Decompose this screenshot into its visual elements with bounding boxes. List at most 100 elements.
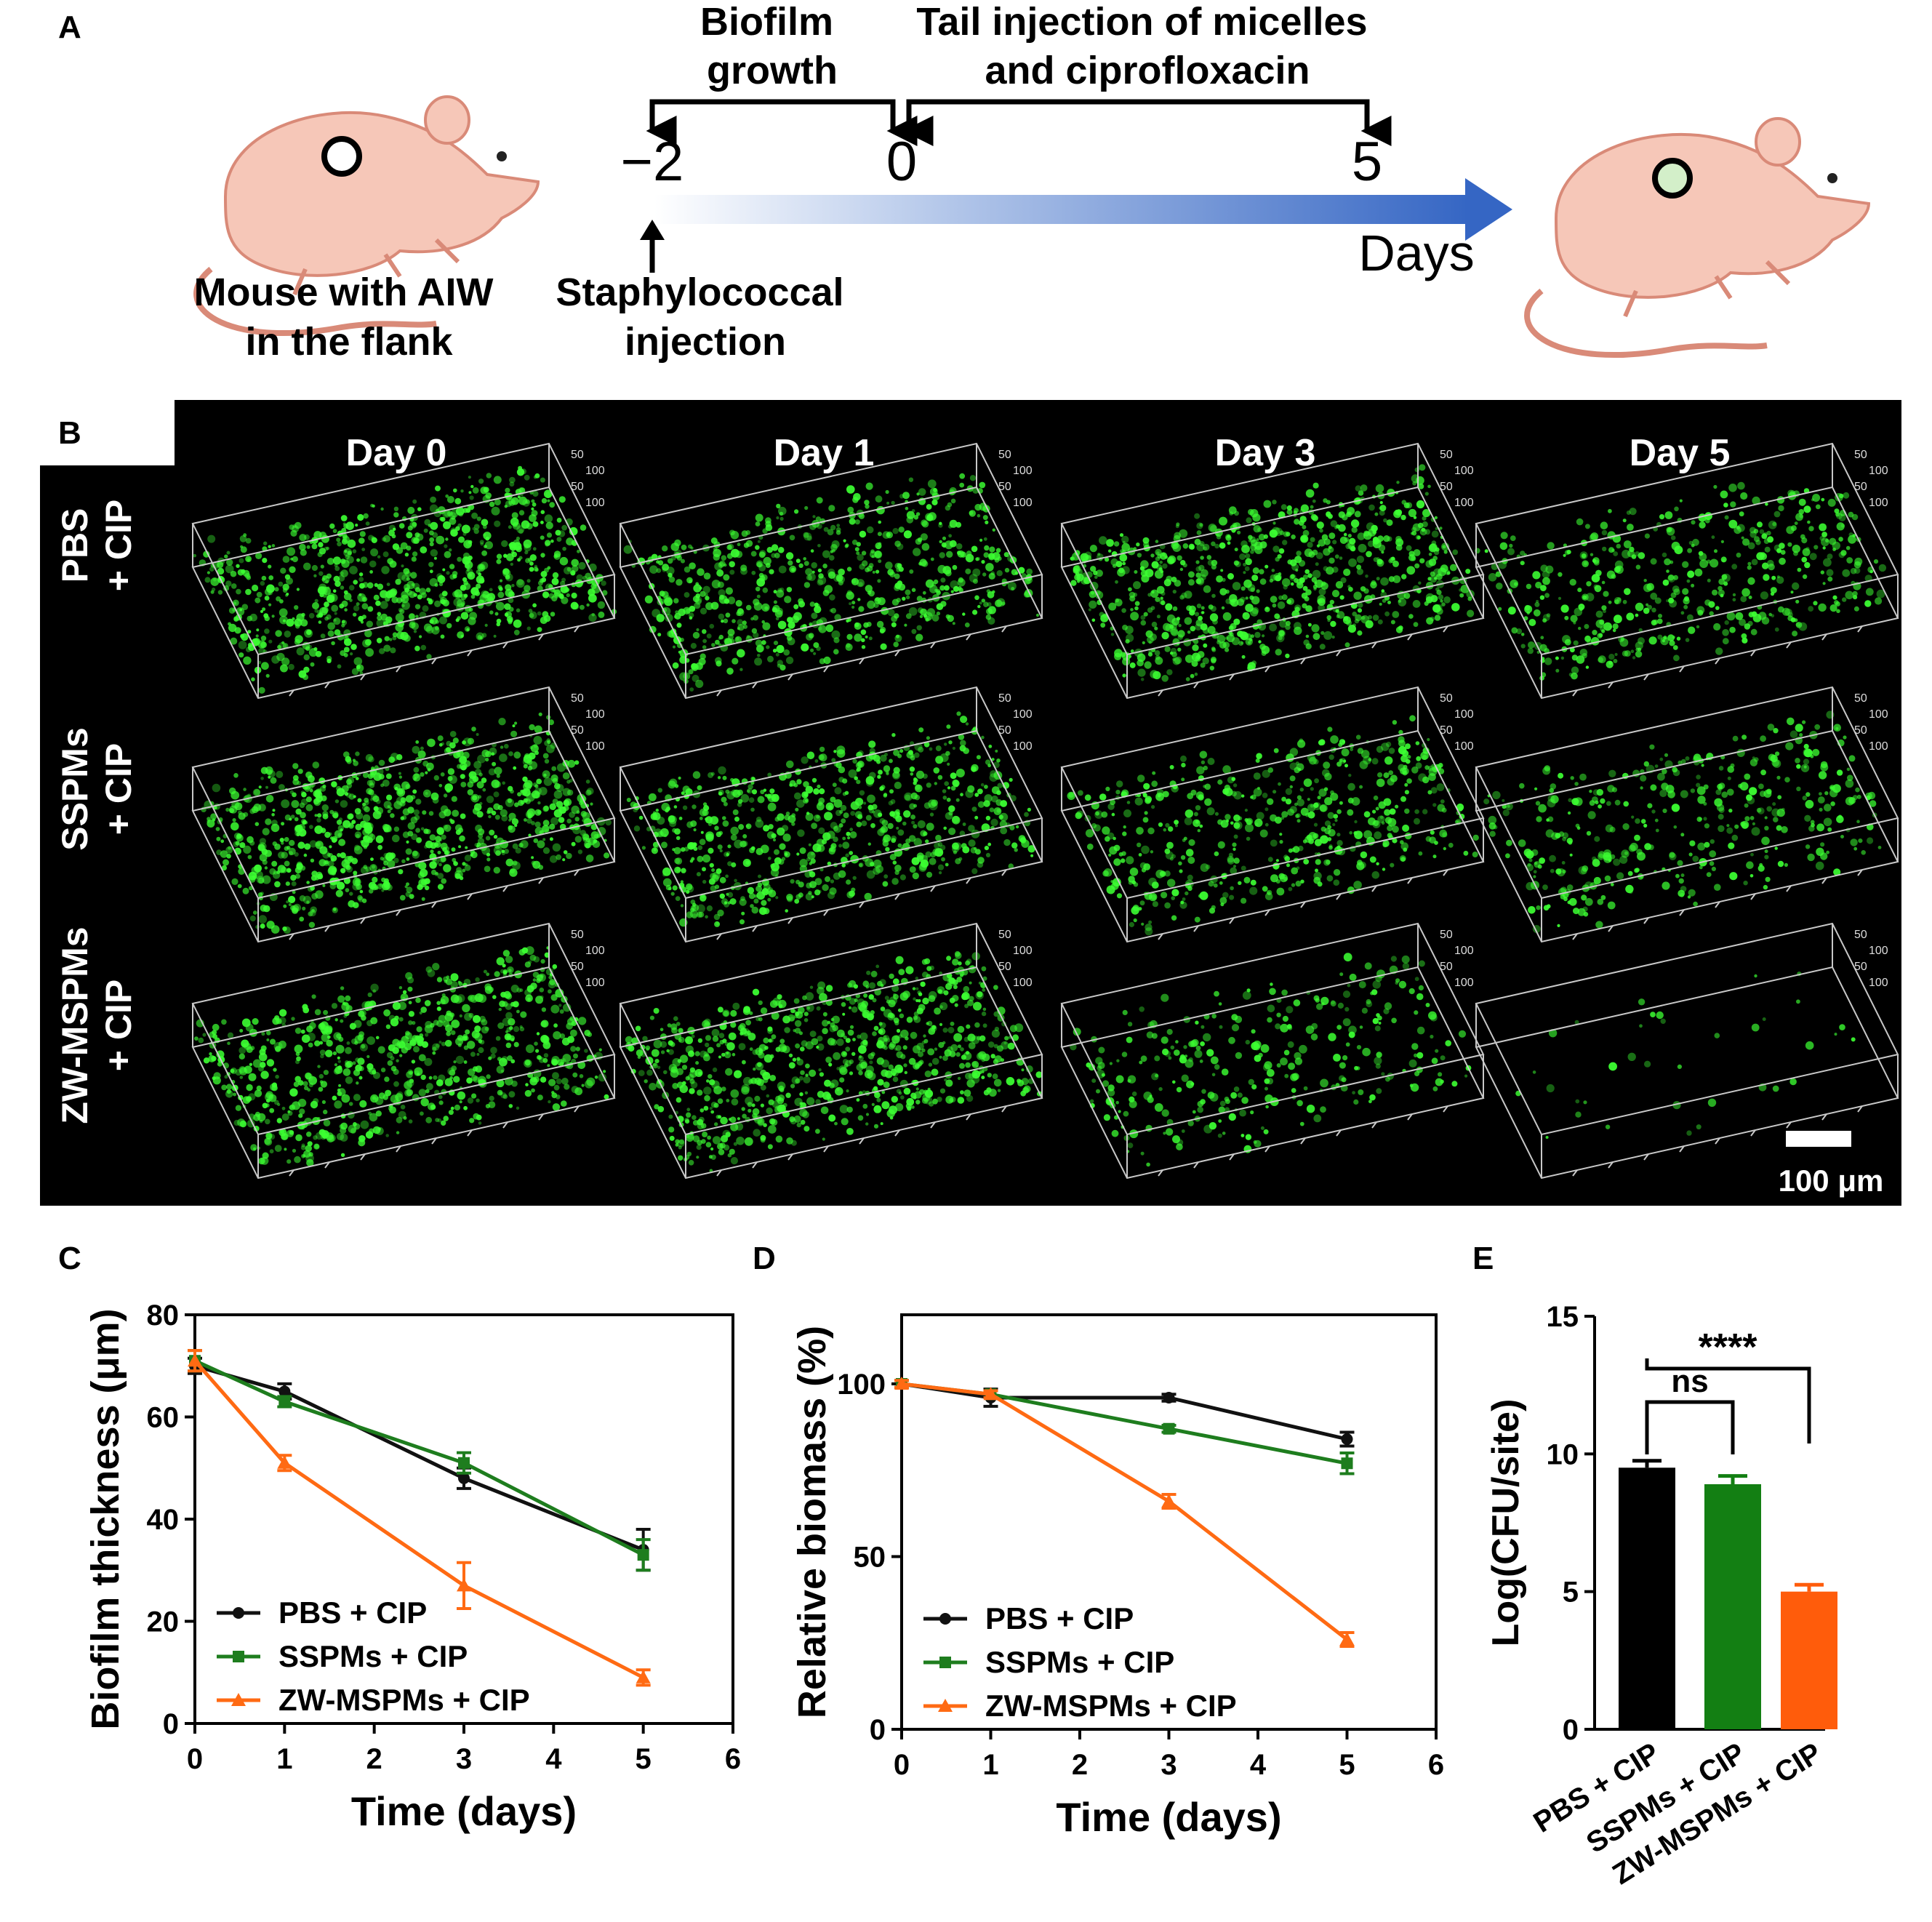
bacteria-dot [1573, 621, 1576, 624]
bacteria-dot [1270, 814, 1277, 822]
bacteria-dot [1207, 555, 1212, 560]
timeline-tick-0: 0 [886, 131, 917, 193]
bacteria-dot [304, 654, 310, 660]
bacteria-dot [1415, 468, 1420, 473]
bacteria-dot [1602, 530, 1608, 536]
bacteria-dot [1259, 534, 1265, 540]
bacteria-dot [1384, 612, 1390, 617]
bacteria-dot [472, 796, 477, 801]
bacteria-dot [266, 795, 274, 803]
bacteria-dot [830, 550, 833, 553]
bacteria-dot [374, 583, 378, 587]
bacteria-dot [1161, 675, 1169, 682]
bacteria-dot [944, 585, 950, 591]
bacteria-dot [952, 816, 961, 825]
bacteria-dot [441, 742, 445, 746]
bacteria-dot [257, 592, 262, 598]
bacteria-dot [294, 852, 299, 857]
bacteria-dot [857, 542, 861, 546]
bacteria-dot [1182, 897, 1186, 901]
bacteria-dot [1279, 833, 1282, 836]
bacteria-dot [580, 605, 585, 610]
bacteria-dot [921, 519, 927, 526]
bacteria-dot [838, 844, 842, 848]
bacteria-dot [904, 624, 907, 627]
bacteria-dot [877, 621, 883, 628]
bacteria-dot [986, 614, 992, 620]
bacteria-dot [854, 622, 862, 630]
bacteria-dot [345, 521, 354, 530]
bacteria-dot [926, 616, 931, 621]
bacteria-dot [1240, 641, 1243, 644]
bacteria-dot [1145, 811, 1148, 814]
bacteria-dot [463, 737, 472, 746]
bacteria-dot [268, 604, 271, 606]
bacteria-dot [1607, 571, 1615, 579]
bacteria-dot [218, 590, 223, 594]
bacteria-dot [1730, 501, 1736, 507]
bacteria-dot [1248, 584, 1256, 592]
bacteria-dot [1115, 790, 1120, 794]
bacteria-dot [1813, 545, 1818, 549]
bacteria-dot [358, 577, 364, 582]
bacteria-dot [1220, 569, 1223, 572]
bacteria-dot [353, 613, 356, 617]
bacteria-dot [1707, 579, 1711, 582]
bacteria-dot [1616, 544, 1622, 549]
bacteria-dot [1221, 820, 1229, 828]
bacteria-dot [434, 841, 441, 848]
bacteria-dot [1561, 604, 1569, 612]
bacteria-dot [836, 527, 841, 532]
bacteria-dot [362, 603, 369, 609]
bacteria-dot [512, 552, 518, 558]
bacteria-dot [262, 860, 268, 865]
bacteria-dot [950, 772, 957, 779]
bacteria-dot [935, 756, 943, 764]
bacteria-dot [403, 831, 409, 838]
bacteria-dot [756, 644, 764, 652]
bacteria-dot [1195, 820, 1199, 824]
bacteria-dot [1744, 623, 1751, 630]
bacteria-dot [998, 556, 1002, 561]
bacteria-dot [830, 879, 834, 883]
bacteria-dot [714, 826, 718, 830]
bacteria-dot [926, 504, 932, 510]
bacteria-dot [324, 617, 329, 621]
bacteria-dot [324, 601, 329, 607]
bacteria-dot [897, 543, 903, 550]
bacteria-dot [431, 599, 434, 602]
bacteria-dot [1094, 575, 1098, 579]
bacteria-dot [1447, 572, 1451, 575]
bacteria-dot [1185, 617, 1193, 625]
bacteria-dot [362, 804, 368, 810]
bacteria-dot [598, 601, 605, 609]
bacteria-dot [878, 812, 882, 817]
bacteria-dot [962, 612, 965, 615]
bacteria-dot [1252, 513, 1260, 521]
bacteria-dot [1155, 540, 1159, 543]
bacteria-dot [725, 875, 729, 878]
bacteria-dot [705, 596, 709, 600]
bacteria-dot [526, 500, 530, 504]
bacteria-dot [1635, 614, 1639, 617]
column-label-3: Day 5 [1630, 432, 1731, 474]
bacteria-dot [1586, 581, 1591, 586]
bacteria-dot [409, 521, 417, 529]
bacteria-dot [1174, 532, 1181, 540]
bacteria-dot [1291, 883, 1295, 886]
bacteria-dot [512, 818, 518, 825]
bacteria-dot [1143, 793, 1147, 798]
bacteria-dot [1313, 483, 1319, 489]
bacteria-dot [347, 777, 354, 784]
bacteria-dot [966, 554, 974, 563]
bacteria-dot [1174, 580, 1182, 587]
bacteria-dot [1201, 623, 1208, 630]
bacteria-dot [681, 904, 684, 907]
bacteria-dot [1683, 605, 1688, 609]
bacteria-dot [811, 822, 817, 829]
bacteria-dot [1105, 787, 1110, 791]
bacteria-dot [465, 865, 471, 871]
bacteria-dot [859, 863, 862, 867]
bacteria-dot [935, 835, 942, 841]
bacteria-dot [566, 588, 569, 591]
